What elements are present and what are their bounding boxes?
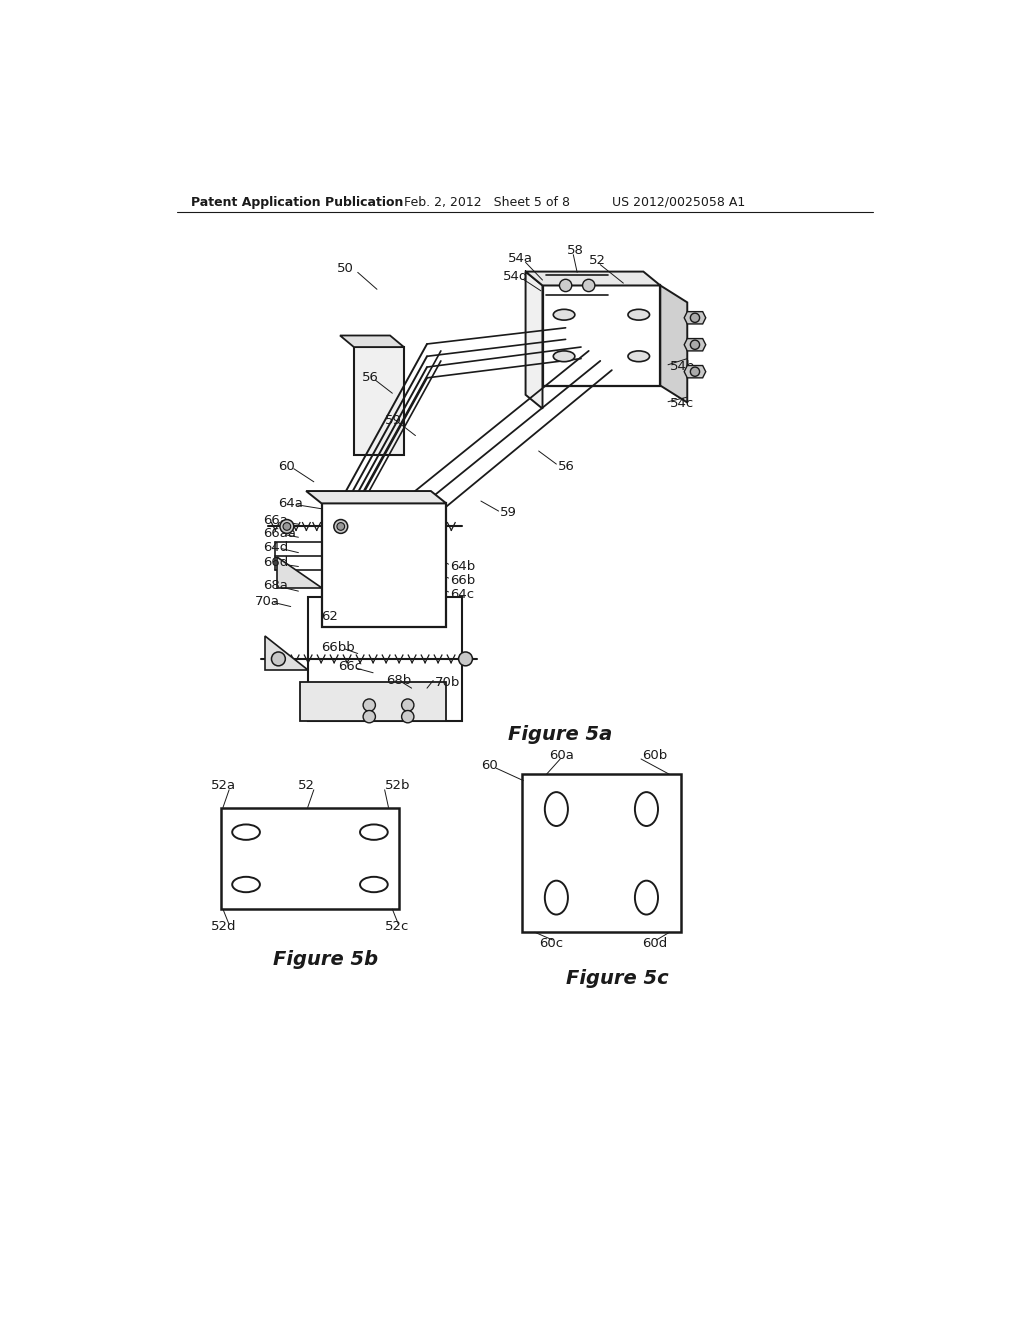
Ellipse shape [280,520,294,533]
Text: 66a: 66a [263,513,288,527]
Ellipse shape [283,523,291,531]
Ellipse shape [360,825,388,840]
Text: 64d: 64d [263,541,288,554]
Ellipse shape [364,700,376,711]
Text: Feb. 2, 2012   Sheet 5 of 8: Feb. 2, 2012 Sheet 5 of 8 [403,195,570,209]
Ellipse shape [334,520,348,533]
Text: 68b: 68b [386,675,412,686]
Text: 68a: 68a [263,579,288,593]
Text: 56: 56 [558,459,574,473]
Ellipse shape [583,280,595,292]
Ellipse shape [553,351,574,362]
Text: 60d: 60d [643,937,668,950]
Text: 59: 59 [385,413,401,426]
Text: 54c: 54c [670,397,694,409]
Text: 54b: 54b [670,360,695,372]
Text: 52: 52 [298,779,315,792]
Text: 60b: 60b [643,748,668,762]
Ellipse shape [364,710,376,723]
Text: 52a: 52a [211,779,237,792]
Text: Figure 5a: Figure 5a [508,725,612,744]
Ellipse shape [459,652,472,665]
Text: 56: 56 [361,371,379,384]
Text: 50: 50 [337,261,354,275]
Text: 66aa: 66aa [263,527,296,540]
Ellipse shape [360,876,388,892]
Text: 66d: 66d [263,556,288,569]
Ellipse shape [545,880,568,915]
Text: Figure 5c: Figure 5c [565,969,669,987]
Polygon shape [221,808,398,909]
Ellipse shape [690,341,699,350]
Text: 52b: 52b [385,779,411,792]
Polygon shape [307,597,462,721]
Polygon shape [543,285,660,385]
Text: 66b: 66b [451,574,475,587]
Ellipse shape [401,710,414,723]
Text: 58: 58 [567,244,584,257]
Text: 64c: 64c [451,587,474,601]
Text: 64b: 64b [451,560,475,573]
Polygon shape [276,557,322,589]
Polygon shape [684,366,706,378]
Text: 70a: 70a [255,594,281,607]
Ellipse shape [271,652,286,665]
Text: 54d: 54d [503,269,527,282]
Polygon shape [340,335,403,347]
Text: 60: 60 [279,459,295,473]
Polygon shape [525,272,543,409]
Ellipse shape [232,876,260,892]
Text: 52c: 52c [385,920,409,933]
Polygon shape [300,682,446,721]
Ellipse shape [559,280,571,292]
Polygon shape [684,339,706,351]
Ellipse shape [232,825,260,840]
Polygon shape [684,312,706,323]
Text: 60a: 60a [549,748,573,762]
Text: 59: 59 [500,506,517,519]
Text: 66c: 66c [339,660,362,673]
Polygon shape [265,636,307,671]
Ellipse shape [401,700,414,711]
Text: 62: 62 [322,610,338,623]
Polygon shape [354,347,403,455]
Text: Figure 5b: Figure 5b [273,949,378,969]
Ellipse shape [690,313,699,322]
Text: 52: 52 [589,255,606,268]
Polygon shape [660,285,687,403]
Polygon shape [306,491,446,503]
Text: 70b: 70b [435,676,460,689]
Ellipse shape [628,351,649,362]
Ellipse shape [628,309,649,321]
Ellipse shape [635,792,658,826]
Ellipse shape [337,523,345,531]
Text: 52d: 52d [211,920,237,933]
Text: 60c: 60c [539,937,563,950]
Ellipse shape [545,792,568,826]
Text: US 2012/0025058 A1: US 2012/0025058 A1 [611,195,745,209]
Text: 54a: 54a [508,252,532,265]
Text: 64a: 64a [279,496,303,510]
Polygon shape [521,775,681,932]
Ellipse shape [690,367,699,376]
Polygon shape [525,272,660,285]
Ellipse shape [635,880,658,915]
Text: Patent Application Publication: Patent Application Publication [190,195,403,209]
Text: 66bb: 66bb [322,640,355,653]
Ellipse shape [553,309,574,321]
Polygon shape [322,503,446,627]
Text: 60: 60 [481,759,498,772]
